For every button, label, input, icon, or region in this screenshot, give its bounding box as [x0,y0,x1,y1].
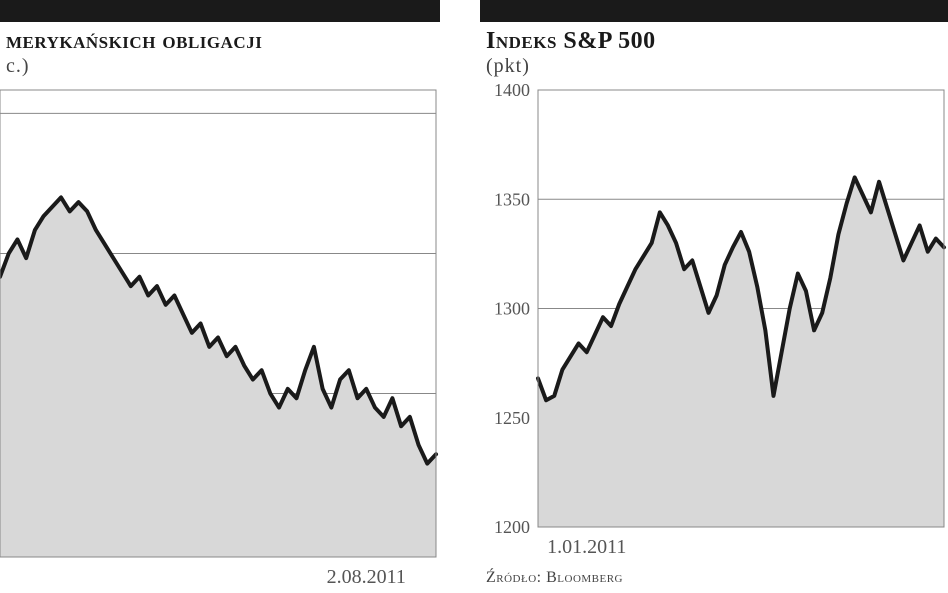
container: merykańskich obligacji c.) 2.08.2011 Ind… [0,0,948,593]
svg-text:1350: 1350 [494,189,530,209]
left-chart-panel: merykańskich obligacji c.) 2.08.2011 [0,0,460,593]
left-title-block: merykańskich obligacji c.) [0,22,440,80]
right-chart-subtitle: (pkt) [486,55,948,78]
source-label: Źródło: Bloomberg [480,563,948,593]
right-title-block: Indeks S&P 500 (pkt) [480,22,948,80]
left-chart-subtitle: c.) [6,55,440,78]
left-chart-svg: 2.08.2011 [0,80,440,593]
svg-text:1400: 1400 [494,80,530,100]
svg-text:1250: 1250 [494,408,530,428]
right-chart-title: Indeks S&P 500 [486,28,948,55]
right-chart-panel: Indeks S&P 500 (pkt) 1200 1250 1300 1350 140… [460,0,948,593]
svg-text:1200: 1200 [494,517,530,537]
svg-text:1300: 1300 [494,299,530,319]
right-chart-area: 1200 1250 1300 1350 1400 1.01.2011 [480,80,948,563]
left-chart-title: merykańskich obligacji [6,28,440,55]
right-chart-svg: 1200 1250 1300 1350 1400 1.01.2011 [480,80,948,563]
svg-text:2.08.2011: 2.08.2011 [327,566,406,588]
svg-text:1.01.2011: 1.01.2011 [547,536,626,558]
left-chart-area: 2.08.2011 [0,80,440,593]
panel-topbar [480,0,948,22]
panel-topbar [0,0,440,22]
